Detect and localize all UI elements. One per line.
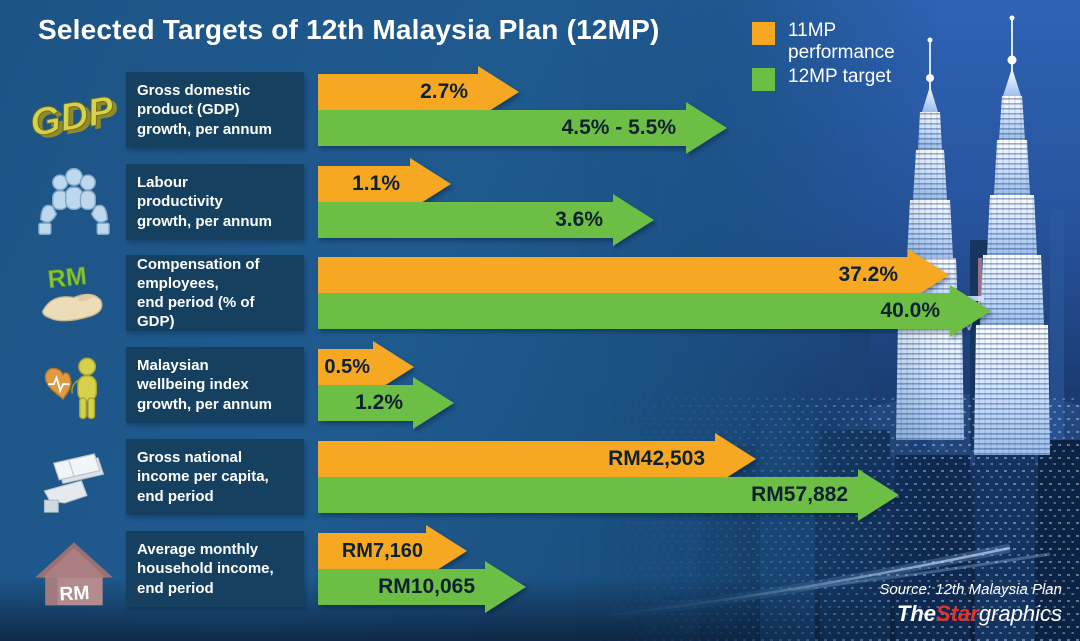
arrow-head-icon [858,469,899,521]
bar-value-12mp: 4.5% - 5.5% [561,116,676,139]
arrow-head-icon [478,66,519,118]
bar-12mp-target: RM57,882 [318,469,899,521]
chart-row-wellbeing: Malaysian wellbeing index growth, per an… [0,341,1080,429]
arrow-head-icon [373,341,414,393]
bar-value-11mp: 1.1% [352,172,400,195]
arrow-head-icon [715,433,756,485]
income-per-capita-hand-icon [26,441,122,515]
bar-12mp-target: 4.5% - 5.5% [318,102,727,154]
legend-swatch-11mp [752,22,775,45]
kl-skyline-photo [580,0,1080,641]
bar-12mp-target: 3.6% [318,194,654,246]
chart-row-household-income: RM Average monthly household income, end… [0,525,1080,613]
compensation-rm-hand-icon: RM [24,255,120,329]
category-label: Compensation of employees, end period (%… [137,255,260,331]
legend-swatch-12mp [752,68,775,91]
bar-11mp-performance: 1.1% [318,158,451,210]
labour-productivity-icon [26,164,122,238]
category-label: Labour productivity growth, per annum [137,174,272,230]
arrow-head-icon [908,249,949,301]
chart-row-gni-per-capita: Gross national income per capita, end pe… [0,433,1080,521]
bar-value-12mp: 3.6% [555,208,603,231]
legend-label-11mp: 11MP performance [788,20,895,63]
bar-11mp-performance: 0.5% [318,341,414,393]
bar-11mp-performance: RM42,503 [318,433,756,485]
category-label-box: Gross national income per capita, end pe… [126,439,304,515]
chart-row-compensation: RM Compensation of employees, end period… [0,249,1080,337]
wellbeing-icon [28,349,124,423]
page-title: Selected Targets of 12th Malaysia Plan (… [38,14,660,45]
bar-12mp-target: 1.2% [318,377,454,429]
logo-graphics: graphics [978,601,1062,626]
bar-11mp-performance: 2.7% [318,66,519,118]
gdp-icon: GDP GDP [22,76,121,150]
category-label-box: Labour productivity growth, per annum [126,164,304,240]
arrow-head-icon [686,102,727,154]
category-label: Gross domestic product (GDP) growth, per… [137,82,272,138]
bar-12mp-target: RM10,065 [318,561,526,613]
category-label-box: Compensation of employees, end period (%… [126,255,304,331]
bar-value-12mp: RM10,065 [378,575,475,598]
category-label-box: Malaysian wellbeing index growth, per an… [126,347,304,423]
arrow-head-icon [485,561,526,613]
thestar-graphics-logo: TheStargraphics [897,601,1062,627]
svg-text:RM: RM [59,582,90,606]
legend-item-12mp: 12MP target [752,66,913,91]
bar-value-11mp: RM7,160 [341,540,423,562]
legend-label-12mp: 12MP target [788,66,892,87]
arrow-head-icon [950,285,991,337]
arrow-head-icon [613,194,654,246]
bar-value-11mp: 37.2% [838,263,898,286]
source-credit: Source: 12th Malaysia Plan [879,581,1062,598]
chart-row-labour-productivity: Labour productivity growth, per annum 1.… [0,158,1080,246]
bar-value-11mp: RM42,503 [608,447,705,470]
bar-value-12mp: 1.2% [355,391,403,414]
arrow-head-icon [410,158,451,210]
bar-11mp-performance: RM7,160 [318,525,467,577]
bar-value-11mp: 0.5% [324,356,370,378]
household-income-house-icon: RM [26,535,122,609]
bar-value-11mp: 2.7% [420,80,468,103]
logo-star: Star [936,601,979,626]
bar-11mp-performance: 37.2% [318,249,949,301]
bar-value-12mp: 40.0% [880,299,940,322]
bar-12mp-target: 40.0% [318,285,991,337]
chart-legend: 11MP performance 12MP target [752,20,913,93]
svg-text:RM: RM [47,262,89,294]
chart-row-gdp: GDP GDP Gross domestic product (GDP) gro… [0,66,1080,154]
logo-the: The [896,601,937,626]
category-label: Average monthly household income, end pe… [137,541,274,597]
category-label: Malaysian wellbeing index growth, per an… [137,357,272,413]
category-label-box: Gross domestic product (GDP) growth, per… [126,72,304,148]
category-label: Gross national income per capita, end pe… [137,449,269,505]
category-label-box: Average monthly household income, end pe… [126,531,304,607]
bar-value-12mp: RM57,882 [751,483,848,506]
arrow-head-icon [426,525,467,577]
arrow-head-icon [413,377,454,429]
legend-item-11mp: 11MP performance [752,20,913,64]
